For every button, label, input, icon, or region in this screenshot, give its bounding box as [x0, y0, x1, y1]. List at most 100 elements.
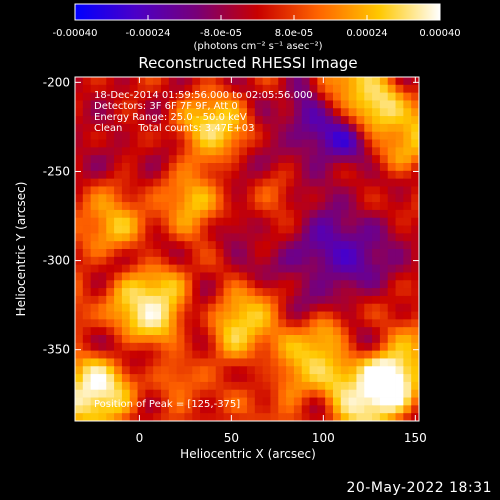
heatmap-cell: [75, 358, 84, 367]
heatmap-cell: [129, 170, 138, 180]
heatmap-cell: [121, 116, 131, 125]
heatmap-cell: [356, 100, 365, 109]
heatmap-cell: [168, 186, 178, 195]
heatmap-cell: [82, 170, 92, 180]
colorbar-tick-label: -0.00040: [53, 28, 98, 39]
heatmap-cell: [317, 327, 326, 336]
heatmap-cell: [301, 194, 310, 203]
heatmap-cell: [153, 178, 162, 187]
heatmap-cell: [90, 374, 99, 383]
heatmap-cell: [317, 186, 326, 195]
heatmap-cell: [200, 202, 209, 211]
heatmap-cell: [121, 264, 131, 273]
heatmap-cell: [317, 335, 326, 344]
heatmap-cell: [254, 319, 264, 328]
heatmap-cell: [176, 92, 185, 101]
heatmap-cell: [106, 92, 115, 101]
heatmap-cell: [395, 155, 404, 164]
colorbar-tick-label: 0.00024: [346, 28, 387, 39]
heatmap-cell: [98, 84, 107, 94]
heatmap-cell: [98, 397, 107, 406]
heatmap-cell: [348, 116, 357, 125]
heatmap-cell: [340, 92, 350, 101]
heatmap-cell: [270, 389, 279, 398]
heatmap-cell: [317, 256, 326, 266]
heatmap-cell: [348, 256, 357, 266]
heatmap-cell: [286, 280, 295, 289]
heatmap-cell: [168, 225, 178, 234]
heatmap-cell: [247, 170, 256, 180]
heatmap-cell: [207, 170, 217, 180]
heatmap-cell: [192, 381, 201, 391]
heatmap-cell: [129, 194, 138, 203]
heatmap-cell: [215, 92, 224, 101]
heatmap-cell: [262, 139, 271, 148]
heatmap-cell: [403, 241, 412, 250]
heatmap-cell: [129, 288, 138, 297]
heatmap-cell: [340, 202, 350, 211]
heatmap-cell: [223, 280, 232, 289]
heatmap-cell: [372, 92, 381, 101]
heatmap-cell: [184, 303, 193, 312]
heatmap-cell: [145, 295, 154, 305]
heatmap-cell: [278, 358, 287, 367]
heatmap-cell: [317, 202, 326, 211]
heatmap-cell: [247, 249, 256, 258]
heatmap-cell: [231, 92, 240, 101]
heatmap-cell: [262, 366, 271, 375]
heatmap-cell: [192, 100, 201, 109]
heatmap-cell: [184, 358, 193, 367]
heatmap-cell: [82, 131, 92, 140]
heatmap-cell: [200, 155, 209, 164]
heatmap-cell: [90, 280, 99, 289]
heatmap-cell: [356, 92, 365, 101]
heatmap-cell: [145, 77, 154, 86]
heatmap-cell: [90, 405, 99, 414]
y-tick-label: -250: [43, 164, 70, 178]
heatmap-cell: [231, 123, 240, 133]
heatmap-cell: [207, 288, 217, 297]
heatmap-cell: [129, 100, 138, 109]
heatmap-cell: [168, 327, 178, 336]
heatmap-cell: [356, 327, 365, 336]
heatmap-cell: [403, 319, 412, 328]
heatmap-cell: [387, 77, 396, 86]
heatmap-cell: [114, 139, 123, 148]
heatmap-cell: [278, 139, 287, 148]
heatmap-cell: [379, 413, 389, 421]
heatmap-cell: [309, 155, 318, 164]
heatmap-cell: [395, 217, 404, 226]
heatmap-cell: [254, 163, 264, 172]
heatmap-cell: [395, 241, 404, 250]
heatmap-cell: [348, 397, 357, 406]
heatmap-cell: [231, 374, 240, 383]
heatmap-cell: [90, 288, 99, 297]
heatmap-cell: [411, 350, 419, 359]
heatmap-cell: [286, 209, 295, 219]
heatmap-cell: [98, 233, 107, 242]
heatmap-cell: [247, 272, 256, 281]
heatmap-cell: [293, 311, 303, 320]
heatmap-cell: [223, 256, 232, 266]
heatmap-cell: [192, 194, 201, 203]
heatmap-cell: [333, 108, 342, 117]
heatmap-cell: [176, 131, 185, 140]
heatmap-cell: [114, 170, 123, 180]
heatmap-cell: [301, 405, 310, 414]
heatmap-cells: [75, 77, 419, 421]
heatmap-cell: [340, 217, 350, 226]
heatmap-cell: [82, 327, 92, 336]
heatmap-cell: [340, 288, 350, 297]
heatmap-cell: [184, 217, 193, 226]
heatmap-cell: [176, 311, 185, 320]
heatmap-cell: [348, 350, 357, 359]
heatmap-cell: [372, 374, 381, 383]
heatmap-cell: [82, 209, 92, 219]
heatmap-cell: [137, 116, 146, 125]
heatmap-cell: [239, 413, 248, 421]
heatmap-cell: [184, 374, 193, 383]
heatmap-cell: [387, 358, 396, 367]
heatmap-cell: [239, 108, 248, 117]
heatmap-cell: [403, 397, 412, 406]
heatmap-cell: [231, 178, 240, 187]
